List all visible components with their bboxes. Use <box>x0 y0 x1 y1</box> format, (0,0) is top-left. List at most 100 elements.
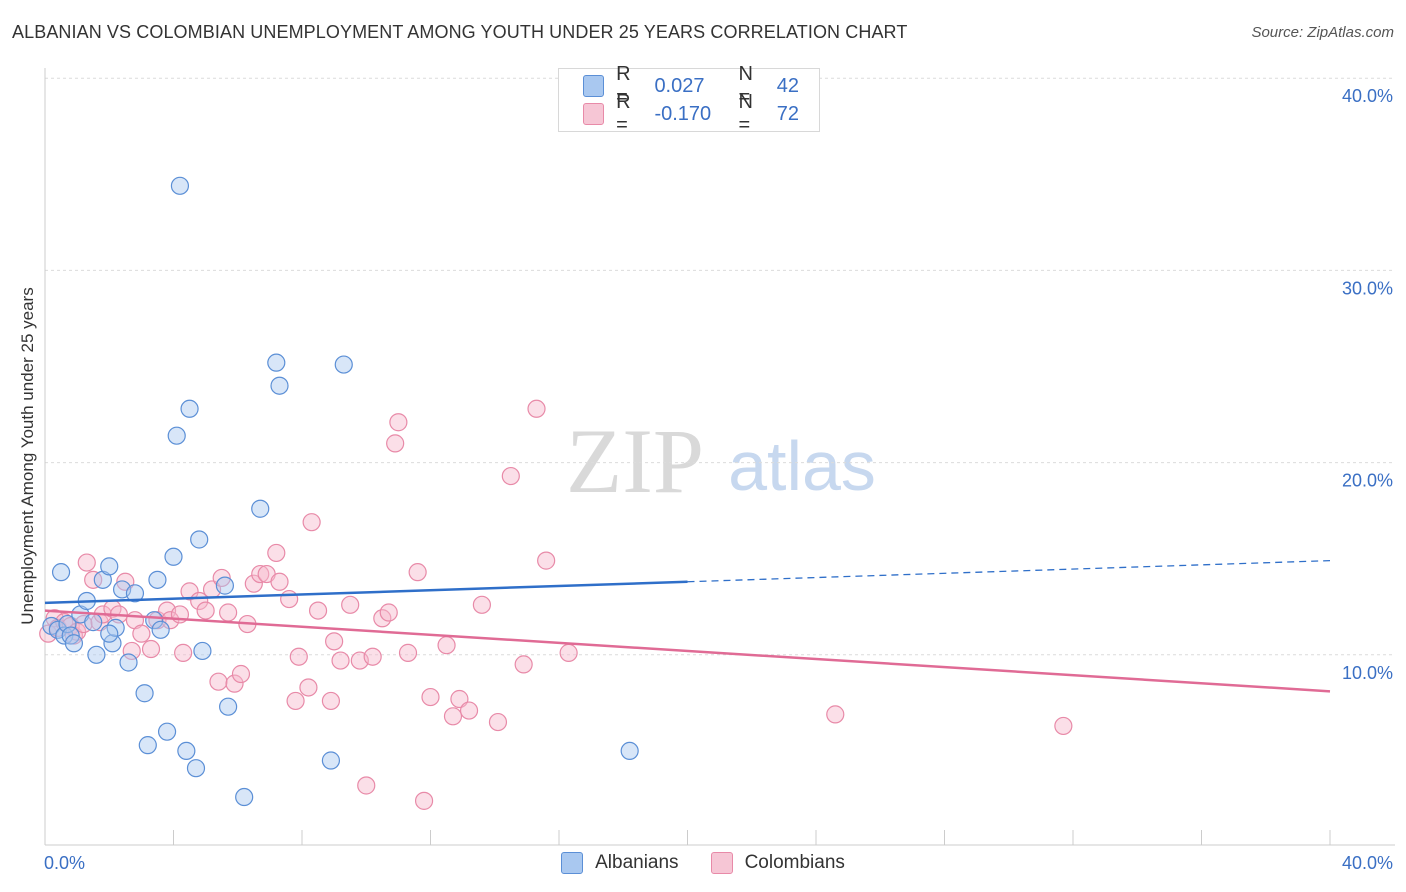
y-tick-label: 30.0% <box>1342 278 1393 298</box>
colombian-point <box>280 589 299 609</box>
albanian-point <box>620 741 639 761</box>
colombian-point <box>472 595 491 614</box>
watermark-atlas: atlas <box>728 427 876 505</box>
legend-r-label: R = <box>616 63 631 108</box>
albanian-points <box>42 176 639 807</box>
colombian-point <box>408 563 427 582</box>
colombian-point <box>357 776 376 795</box>
albanian-point <box>58 614 77 634</box>
albanian-point <box>148 570 167 589</box>
x-tick-label: 0.0% <box>44 853 85 873</box>
colombian-point <box>341 595 360 614</box>
colombian-point <box>414 791 434 810</box>
albanian-point <box>193 641 212 661</box>
x-tick-label: 40.0% <box>1342 853 1393 873</box>
albanian-point <box>334 355 353 374</box>
colombian-point <box>308 601 328 620</box>
colombian-point <box>443 707 463 726</box>
bottom-legend: Albanians Colombians <box>0 852 1406 874</box>
legend-r-label: R = <box>616 91 631 136</box>
legend-n-value: 42 <box>776 74 799 97</box>
albanian-point <box>151 620 170 639</box>
colombian-point <box>437 636 456 655</box>
y-tick-label: 10.0% <box>1342 663 1393 683</box>
albanian-point <box>64 634 84 653</box>
albanian-point <box>84 613 103 632</box>
colombian-point <box>537 551 556 570</box>
colombian-point <box>389 413 408 432</box>
colombian-point <box>132 624 151 643</box>
axes <box>44 68 1395 846</box>
colombian-point <box>325 632 344 651</box>
albanian-trend-extension <box>687 559 1331 583</box>
legend-swatch-colombians <box>583 103 605 125</box>
legend-item-albanians[interactable]: Albanians <box>561 852 679 874</box>
watermark-zip: ZIP <box>566 410 704 512</box>
colombian-point <box>219 603 238 622</box>
colombian-point <box>1054 716 1073 736</box>
legend-n-label: N = <box>738 63 753 108</box>
albanian-point <box>251 499 270 518</box>
albanian-point <box>55 626 74 645</box>
colombian-point <box>289 647 308 666</box>
colombian-point <box>302 513 321 532</box>
tick-labels: 10.0% 20.0% 30.0% 40.0% 0.0% 40.0% <box>44 86 1393 873</box>
colombian-point <box>421 687 440 707</box>
colombian-point <box>459 701 479 720</box>
albanian-point <box>219 697 238 716</box>
albanian-trend-line <box>44 580 688 605</box>
albanian-point <box>170 176 190 195</box>
albanian-point <box>267 353 286 372</box>
colombian-point <box>559 643 578 662</box>
colombian-point <box>299 678 318 697</box>
albanian-point <box>157 722 177 741</box>
colombian-point <box>174 643 193 662</box>
albanian-point <box>177 741 196 761</box>
albanian-point <box>100 624 119 643</box>
y-tick-label: 20.0% <box>1342 471 1393 491</box>
source-label: Source: ZipAtlas.com <box>1251 24 1394 41</box>
colombian-point <box>180 582 199 601</box>
albanian-point <box>100 557 119 576</box>
albanian-point <box>235 787 254 807</box>
colombian-point <box>141 639 161 659</box>
legend-n-value: 72 <box>776 102 799 125</box>
legend-box: R = 0.027 N = 42 R = -0.170 N = 72 <box>558 63 820 136</box>
colombian-point <box>231 664 251 684</box>
legend-n-label: N = <box>738 91 753 136</box>
colombian-point <box>501 466 520 486</box>
legend-swatch-albanians <box>561 852 584 874</box>
colombian-point <box>331 651 350 670</box>
legend-label-colombians: Colombians <box>744 852 845 873</box>
legend-r-value: -0.170 <box>654 102 712 125</box>
albanian-point <box>125 584 145 603</box>
colombian-point <box>286 691 305 711</box>
legend-item-colombians[interactable]: Colombians <box>710 852 845 874</box>
colombian-point <box>209 672 228 691</box>
albanian-point <box>87 645 106 664</box>
watermark: ZIP atlas <box>566 410 876 512</box>
colombian-point <box>270 572 289 591</box>
albanian-point <box>180 399 199 418</box>
colombian-point <box>84 570 103 589</box>
colombian-point <box>386 434 405 453</box>
albanian-point <box>164 547 183 566</box>
colombian-point <box>363 647 382 666</box>
colombian-point <box>398 643 418 662</box>
albanian-point <box>215 576 234 595</box>
colombian-point <box>527 399 546 418</box>
y-tick-label: 40.0% <box>1342 86 1393 106</box>
legend-swatch-albanians <box>583 75 605 97</box>
albanian-point <box>321 751 341 770</box>
colombian-point <box>267 543 286 563</box>
albanian-point <box>190 530 209 549</box>
colombian-point <box>514 655 533 674</box>
colombian-point <box>251 564 270 584</box>
colombian-point <box>196 601 215 620</box>
colombian-point <box>826 705 845 724</box>
albanian-point <box>119 653 138 672</box>
colombian-trend-line <box>44 609 1331 693</box>
colombian-point <box>321 691 341 711</box>
albanian-point <box>167 426 186 445</box>
